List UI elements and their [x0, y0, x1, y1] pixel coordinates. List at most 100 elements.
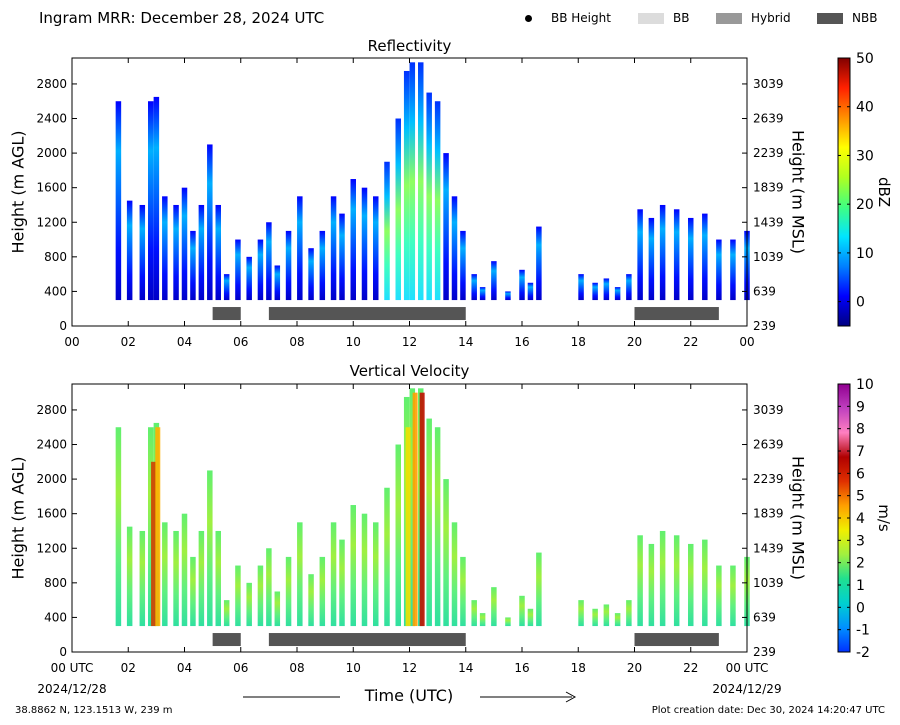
y-tick-label-right: 1839 — [753, 507, 784, 521]
y-tick-label: 0 — [59, 645, 67, 659]
echo-column — [505, 291, 511, 301]
velocity-core — [419, 392, 425, 627]
echo-column — [434, 101, 441, 301]
y-tick-label: 400 — [44, 610, 67, 624]
colorbar-tick-label: 10 — [856, 246, 874, 262]
echo-column — [603, 278, 610, 301]
precip-type-bar — [212, 307, 241, 321]
x-tick-label: 00 — [64, 335, 79, 349]
bottom-y-label: Height (m AGL) — [8, 456, 28, 580]
echo-column — [148, 101, 154, 301]
echo-column — [373, 522, 379, 627]
reflectivity-panel: 00 02 04 06 08 10 12 14 16 18 20 22 0004008001200160… — [36, 51, 873, 349]
echo-column — [339, 539, 345, 627]
x-axis-label: Time (UTC) — [364, 686, 454, 705]
echo-column — [426, 92, 432, 301]
colorbar-tick-label: 20 — [856, 197, 874, 213]
echo-column — [702, 539, 708, 627]
echo-column — [198, 204, 205, 301]
x-tick-label: 20 — [627, 335, 642, 349]
x-tick-label: 22 — [683, 335, 698, 349]
y-tick-label-right: 239 — [753, 319, 776, 333]
vertical-velocity-panel: 00 UTC 02 04 06 08 10 12 14 16 18 20 22 00 UTC040080… — [36, 377, 873, 675]
y-tick-label: 2800 — [36, 77, 67, 91]
echo-column — [350, 505, 356, 627]
echo-column — [519, 595, 525, 627]
precip-type-bar — [634, 633, 719, 647]
echo-column — [505, 617, 511, 627]
echo-column — [536, 552, 542, 627]
echo-column — [409, 388, 416, 627]
x-tick-label: 00 UTC — [726, 661, 769, 675]
reflectivity-plot-frame — [71, 57, 748, 327]
colorbar-tick-label: -2 — [856, 645, 870, 661]
legend-bb: BB — [673, 11, 690, 25]
velocity-core — [151, 461, 157, 627]
precip-type-bar — [634, 307, 719, 321]
echo-column — [246, 256, 252, 301]
echo-column — [614, 613, 621, 627]
echo-column — [395, 118, 401, 301]
echo-column — [702, 213, 708, 301]
colorbar-tick-label: 50 — [856, 51, 874, 67]
echo-column — [592, 282, 598, 301]
echo-column — [148, 427, 154, 627]
echo-column — [223, 274, 230, 301]
echo-column — [190, 556, 196, 627]
echo-column — [479, 287, 486, 301]
echo-column — [527, 282, 534, 301]
x-tick-label: 08 — [289, 661, 304, 675]
precip-type-bar — [212, 633, 241, 647]
echo-column — [274, 265, 281, 301]
echo-column — [181, 187, 188, 301]
echo-column — [215, 204, 221, 301]
legend-bb-height: BB Height — [551, 11, 611, 25]
echo-column — [688, 543, 694, 627]
echo-column — [479, 613, 486, 627]
x-tick-label: 18 — [571, 335, 586, 349]
y-tick-label: 800 — [44, 250, 67, 264]
colorbar-tick-label: 0 — [856, 295, 865, 311]
echo-column — [519, 269, 525, 301]
echo-column — [319, 556, 326, 627]
x-tick-label: 08 — [289, 335, 304, 349]
x-tick-label: 16 — [514, 661, 529, 675]
echo-column — [361, 513, 368, 627]
echo-column — [373, 196, 379, 301]
y-tick-label-right: 1439 — [753, 215, 784, 229]
echo-column — [173, 530, 179, 627]
echo-column — [637, 209, 643, 301]
y-tick-label-right: 1839 — [753, 181, 784, 195]
colorbar-tick-label: 5 — [856, 489, 865, 505]
echo-column — [319, 230, 326, 301]
echo-column — [716, 565, 722, 627]
colorbar-tick-label: 10 — [856, 377, 874, 393]
y-tick-label-right: 2239 — [753, 146, 784, 160]
echo-column — [207, 144, 213, 301]
y-tick-label-right: 239 — [753, 645, 776, 659]
velocity-title: Vertical Velocity — [349, 362, 470, 380]
echo-column — [659, 530, 666, 627]
echo-column — [126, 526, 133, 627]
echo-column — [673, 535, 680, 627]
end-date-label: 2024/12/29 — [712, 682, 782, 696]
y-tick-label-right: 2239 — [753, 472, 784, 486]
x-tick-label: 06 — [233, 335, 248, 349]
x-tick-label: 16 — [514, 335, 529, 349]
y-tick-label-right: 3039 — [753, 77, 784, 91]
echo-column — [491, 587, 497, 627]
echo-column — [730, 565, 736, 627]
echo-column — [126, 200, 133, 301]
y-tick-label-right: 639 — [753, 284, 776, 298]
echo-column — [637, 535, 643, 627]
echo-column — [235, 239, 241, 301]
y-tick-label: 2000 — [36, 146, 67, 160]
velocity-core — [405, 427, 411, 627]
figure-title: Ingram MRR: December 28, 2024 UTC — [39, 9, 325, 27]
top-y-label: Height (m AGL) — [8, 130, 28, 254]
echo-column — [285, 556, 292, 627]
echo-column — [235, 565, 241, 627]
echo-column — [173, 204, 179, 301]
echo-column — [207, 470, 213, 627]
colorbar-tick-label: 6 — [856, 466, 865, 482]
